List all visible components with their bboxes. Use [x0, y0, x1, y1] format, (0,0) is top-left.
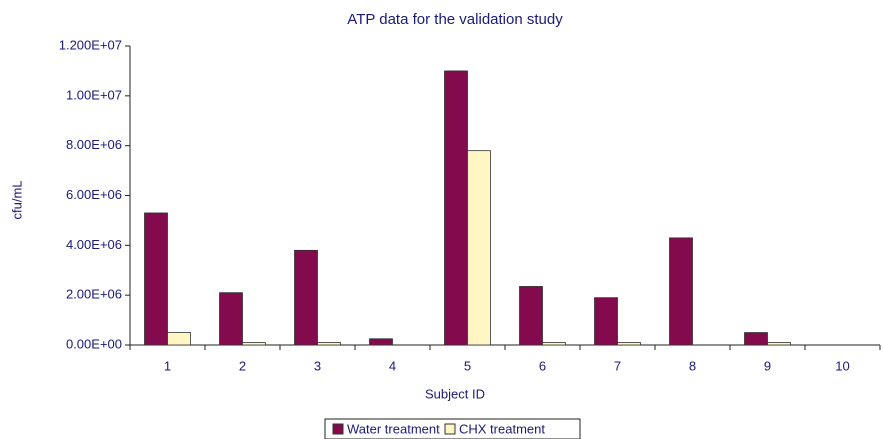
x-tick-label: 6 [539, 358, 546, 373]
x-tick-label: 1 [164, 358, 171, 373]
x-tick-label: 9 [764, 358, 771, 373]
bar [219, 292, 243, 346]
y-tick-label: 6.00E+06 [66, 187, 122, 202]
bar [617, 342, 641, 346]
x-tick-label: 4 [389, 358, 396, 373]
bar [519, 286, 543, 346]
legend-label: CHX treatment [459, 421, 545, 436]
legend-label: Water treatment [347, 421, 440, 436]
bar [167, 332, 191, 346]
x-tick-label: 7 [614, 358, 621, 373]
x-tick-label: 3 [314, 358, 321, 373]
bar [369, 338, 393, 346]
legend-swatch [332, 423, 344, 435]
legend-swatch [444, 423, 456, 435]
bar [317, 342, 341, 346]
bar [594, 297, 618, 346]
y-tick-label: 1.200E+07 [59, 37, 122, 52]
y-tick-label: 0.00E+00 [66, 336, 122, 351]
bar [144, 212, 168, 346]
y-tick-label: 2.00E+06 [66, 287, 122, 302]
chart-title: ATP data for the validation study [347, 11, 563, 28]
bar [669, 237, 693, 346]
x-tick-label: 10 [835, 358, 849, 373]
y-tick-label: 8.00E+06 [66, 137, 122, 152]
bar [744, 332, 768, 346]
x-tick-label: 8 [689, 358, 696, 373]
y-tick-label: 4.00E+06 [66, 237, 122, 252]
bar [444, 70, 468, 346]
bar [467, 150, 491, 346]
bar [294, 249, 318, 346]
x-tick-label: 2 [239, 358, 246, 373]
x-axis-label: Subject ID [425, 386, 485, 401]
bar [767, 342, 791, 346]
bar [542, 342, 566, 346]
bar [242, 342, 266, 346]
y-tick-label: 1.00E+07 [66, 87, 122, 102]
y-axis-label: cfu/mL [9, 180, 24, 219]
x-tick-label: 5 [464, 358, 471, 373]
